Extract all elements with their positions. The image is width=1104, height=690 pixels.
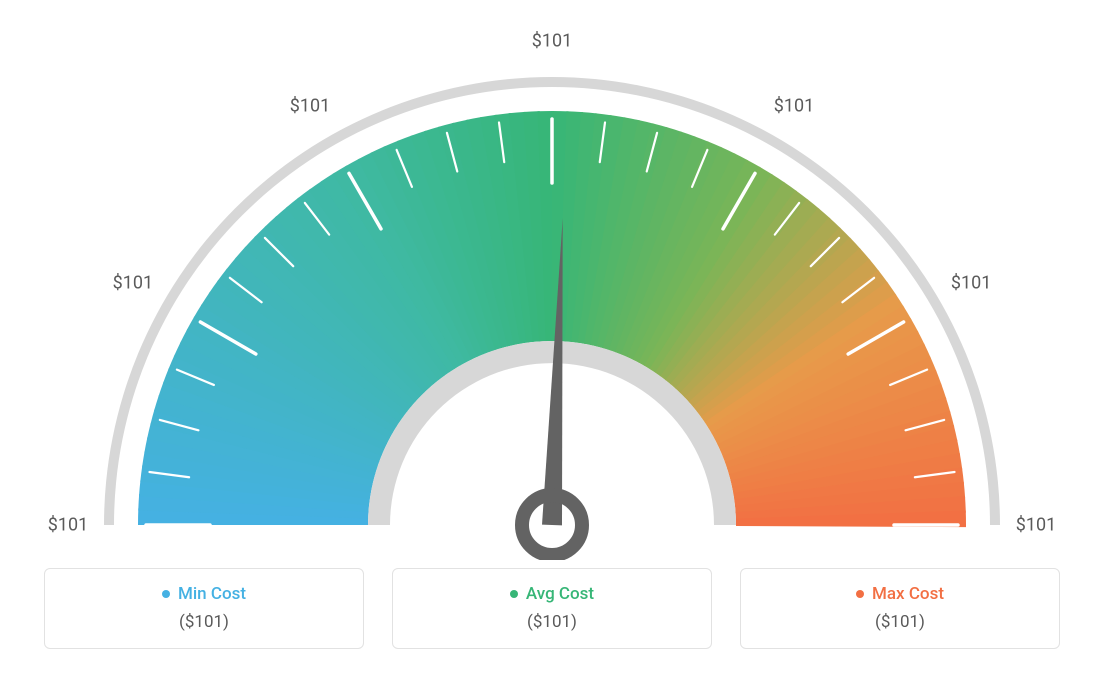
max-cost-label: Max Cost [872, 584, 944, 604]
gauge-tick-label: $101 [48, 515, 88, 536]
min-cost-card: Min Cost ($101) [44, 568, 364, 649]
min-cost-dot [162, 590, 170, 598]
avg-cost-dot [510, 590, 518, 598]
max-cost-dot [856, 590, 864, 598]
avg-cost-value: ($101) [411, 612, 693, 632]
gauge-tick-label: $101 [951, 273, 991, 294]
gauge-cost-widget: $101 $101 $101 $101 $101 $101 $101 Min Cost ($… [0, 0, 1104, 690]
gauge-chart: $101 $101 $101 $101 $101 $101 $101 [0, 0, 1104, 560]
gauge-tick-label: $101 [290, 95, 330, 116]
max-cost-title: Max Cost [856, 584, 944, 604]
gauge-tick-label: $101 [1016, 515, 1056, 536]
min-cost-title: Min Cost [162, 584, 246, 604]
gauge-tick-label: $101 [113, 273, 153, 294]
max-cost-value: ($101) [759, 612, 1041, 632]
avg-cost-label: Avg Cost [526, 584, 594, 604]
cost-summary-cards: Min Cost ($101) Avg Cost ($101) Max Cost… [0, 568, 1104, 649]
avg-cost-card: Avg Cost ($101) [392, 568, 712, 649]
gauge-tick-label: $101 [774, 95, 814, 116]
min-cost-label: Min Cost [178, 584, 246, 604]
gauge-tick-label: $101 [532, 31, 572, 52]
min-cost-value: ($101) [63, 612, 345, 632]
max-cost-card: Max Cost ($101) [740, 568, 1060, 649]
avg-cost-title: Avg Cost [510, 584, 594, 604]
